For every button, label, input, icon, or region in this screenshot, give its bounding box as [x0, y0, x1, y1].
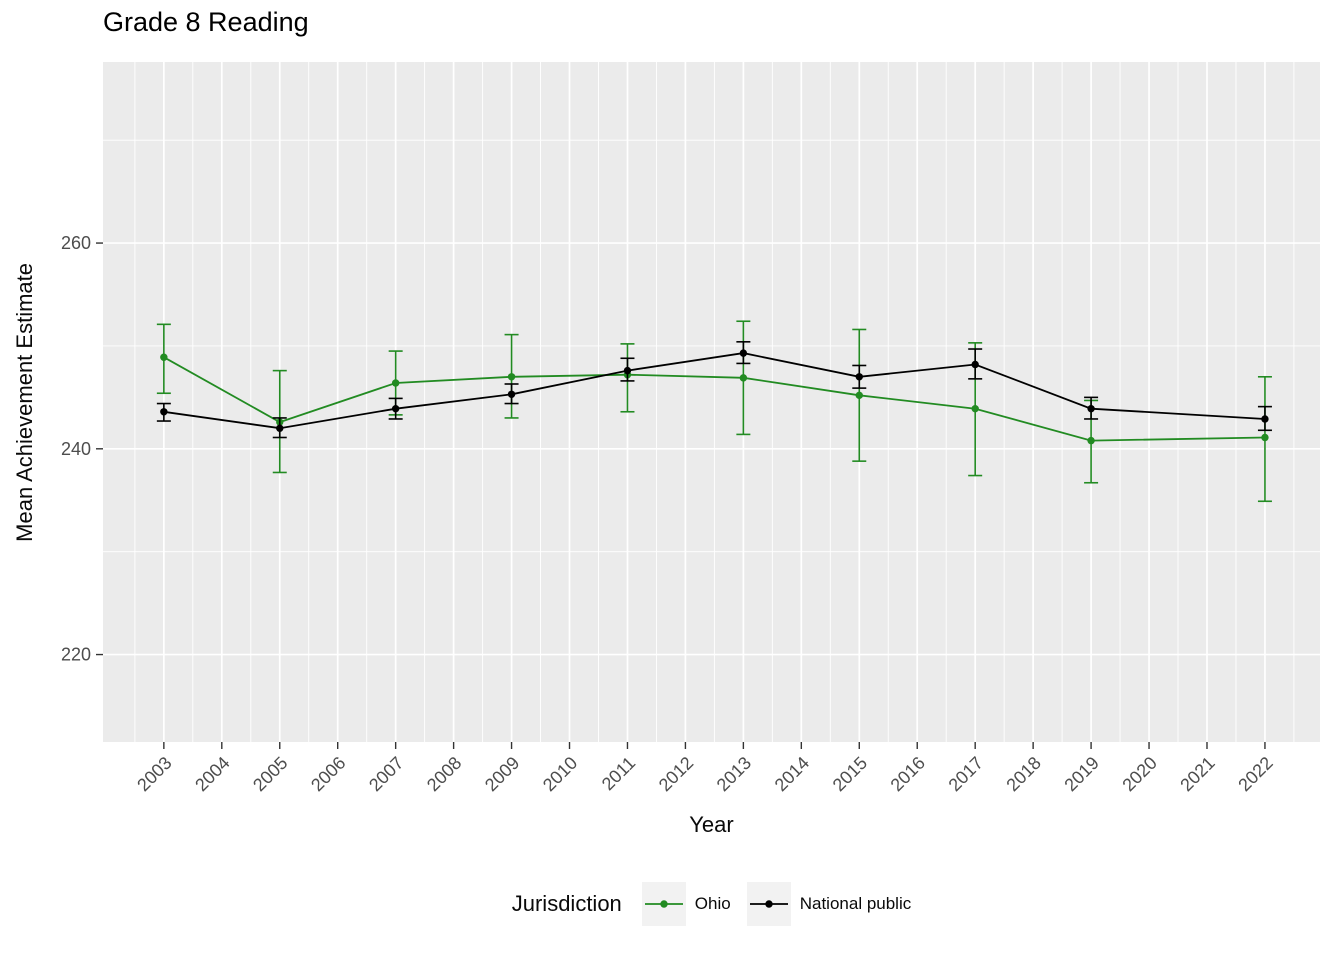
- x-tick-label: 2003: [133, 753, 175, 795]
- y-tick-label: 240: [61, 439, 91, 459]
- data-point: [507, 373, 516, 381]
- data-point: [855, 373, 863, 381]
- data-point: [623, 366, 632, 375]
- x-tick-label: 2012: [655, 753, 697, 795]
- legend: Jurisdiction Ohio National public: [103, 876, 1320, 932]
- data-point: [971, 360, 979, 369]
- legend-glyph-national-public: [749, 900, 788, 908]
- legend-item-ohio: Ohio: [641, 882, 731, 926]
- x-tick-label: 2014: [771, 753, 813, 795]
- data-point: [1087, 404, 1095, 413]
- legend-title: Jurisdiction: [511, 891, 622, 916]
- x-tick-label: 2010: [539, 753, 581, 795]
- x-tick-label: 2013: [713, 753, 755, 795]
- x-tick-label: 2016: [887, 753, 929, 795]
- data-point: [391, 379, 400, 387]
- plot-panel: [103, 62, 1320, 742]
- data-point: [1261, 415, 1269, 423]
- data-point: [739, 374, 748, 382]
- x-tick-label: 2011: [598, 753, 640, 795]
- data-point: [971, 404, 979, 413]
- data-point: [1087, 436, 1095, 445]
- legend-key-point: [660, 900, 668, 908]
- x-axis-title: Year: [689, 812, 734, 837]
- gridlines-minor: [103, 62, 1320, 742]
- x-tick-label: 2022: [1234, 753, 1276, 795]
- plot-canvas: 2003 2004 2005 2006 2007 2008 2009 2010 2011 2012…: [61, 62, 1320, 795]
- x-tick-label: 2017: [945, 753, 987, 795]
- data-point: [391, 404, 400, 413]
- series-national-public: [156, 341, 1272, 439]
- legend-key-point: [765, 900, 773, 908]
- series-ohio: [156, 320, 1272, 503]
- data-point: [276, 424, 284, 432]
- x-tick-label: 2009: [481, 753, 523, 795]
- x-tick-label: 2015: [829, 753, 871, 795]
- x-tick-label: 2018: [1003, 753, 1045, 795]
- legend-key-national-public: [746, 882, 791, 926]
- legend-label-ohio: Ohio: [694, 894, 731, 913]
- axis-ticks: [96, 242, 1266, 749]
- series-line: [163, 356, 1265, 442]
- series-line: [163, 352, 1265, 430]
- x-tick-label: 2004: [191, 753, 233, 795]
- legend-item-national-public: National public: [746, 882, 912, 926]
- legend-glyph-ohio: [644, 900, 683, 908]
- legend-key-ohio: [641, 882, 686, 926]
- data-point: [160, 353, 168, 361]
- data-point: [160, 408, 168, 416]
- x-tick-label: 2019: [1060, 753, 1102, 795]
- data-point: [739, 349, 748, 357]
- x-tick-label: 2006: [307, 753, 349, 795]
- legend-label-national-public: National public: [799, 894, 912, 913]
- data-point: [855, 391, 863, 400]
- x-tick-label: 2007: [365, 753, 407, 795]
- y-tick-label: 260: [61, 233, 91, 253]
- x-tick-label: 2008: [423, 753, 465, 795]
- x-tick-label: 2020: [1118, 753, 1160, 795]
- x-tick-label: 2021: [1176, 753, 1218, 795]
- data-point: [1261, 433, 1269, 442]
- x-tick-label: 2005: [249, 753, 291, 795]
- data-point: [507, 390, 516, 398]
- chart-title: Grade 8 Reading: [103, 7, 309, 37]
- y-tick-label: 220: [61, 645, 91, 665]
